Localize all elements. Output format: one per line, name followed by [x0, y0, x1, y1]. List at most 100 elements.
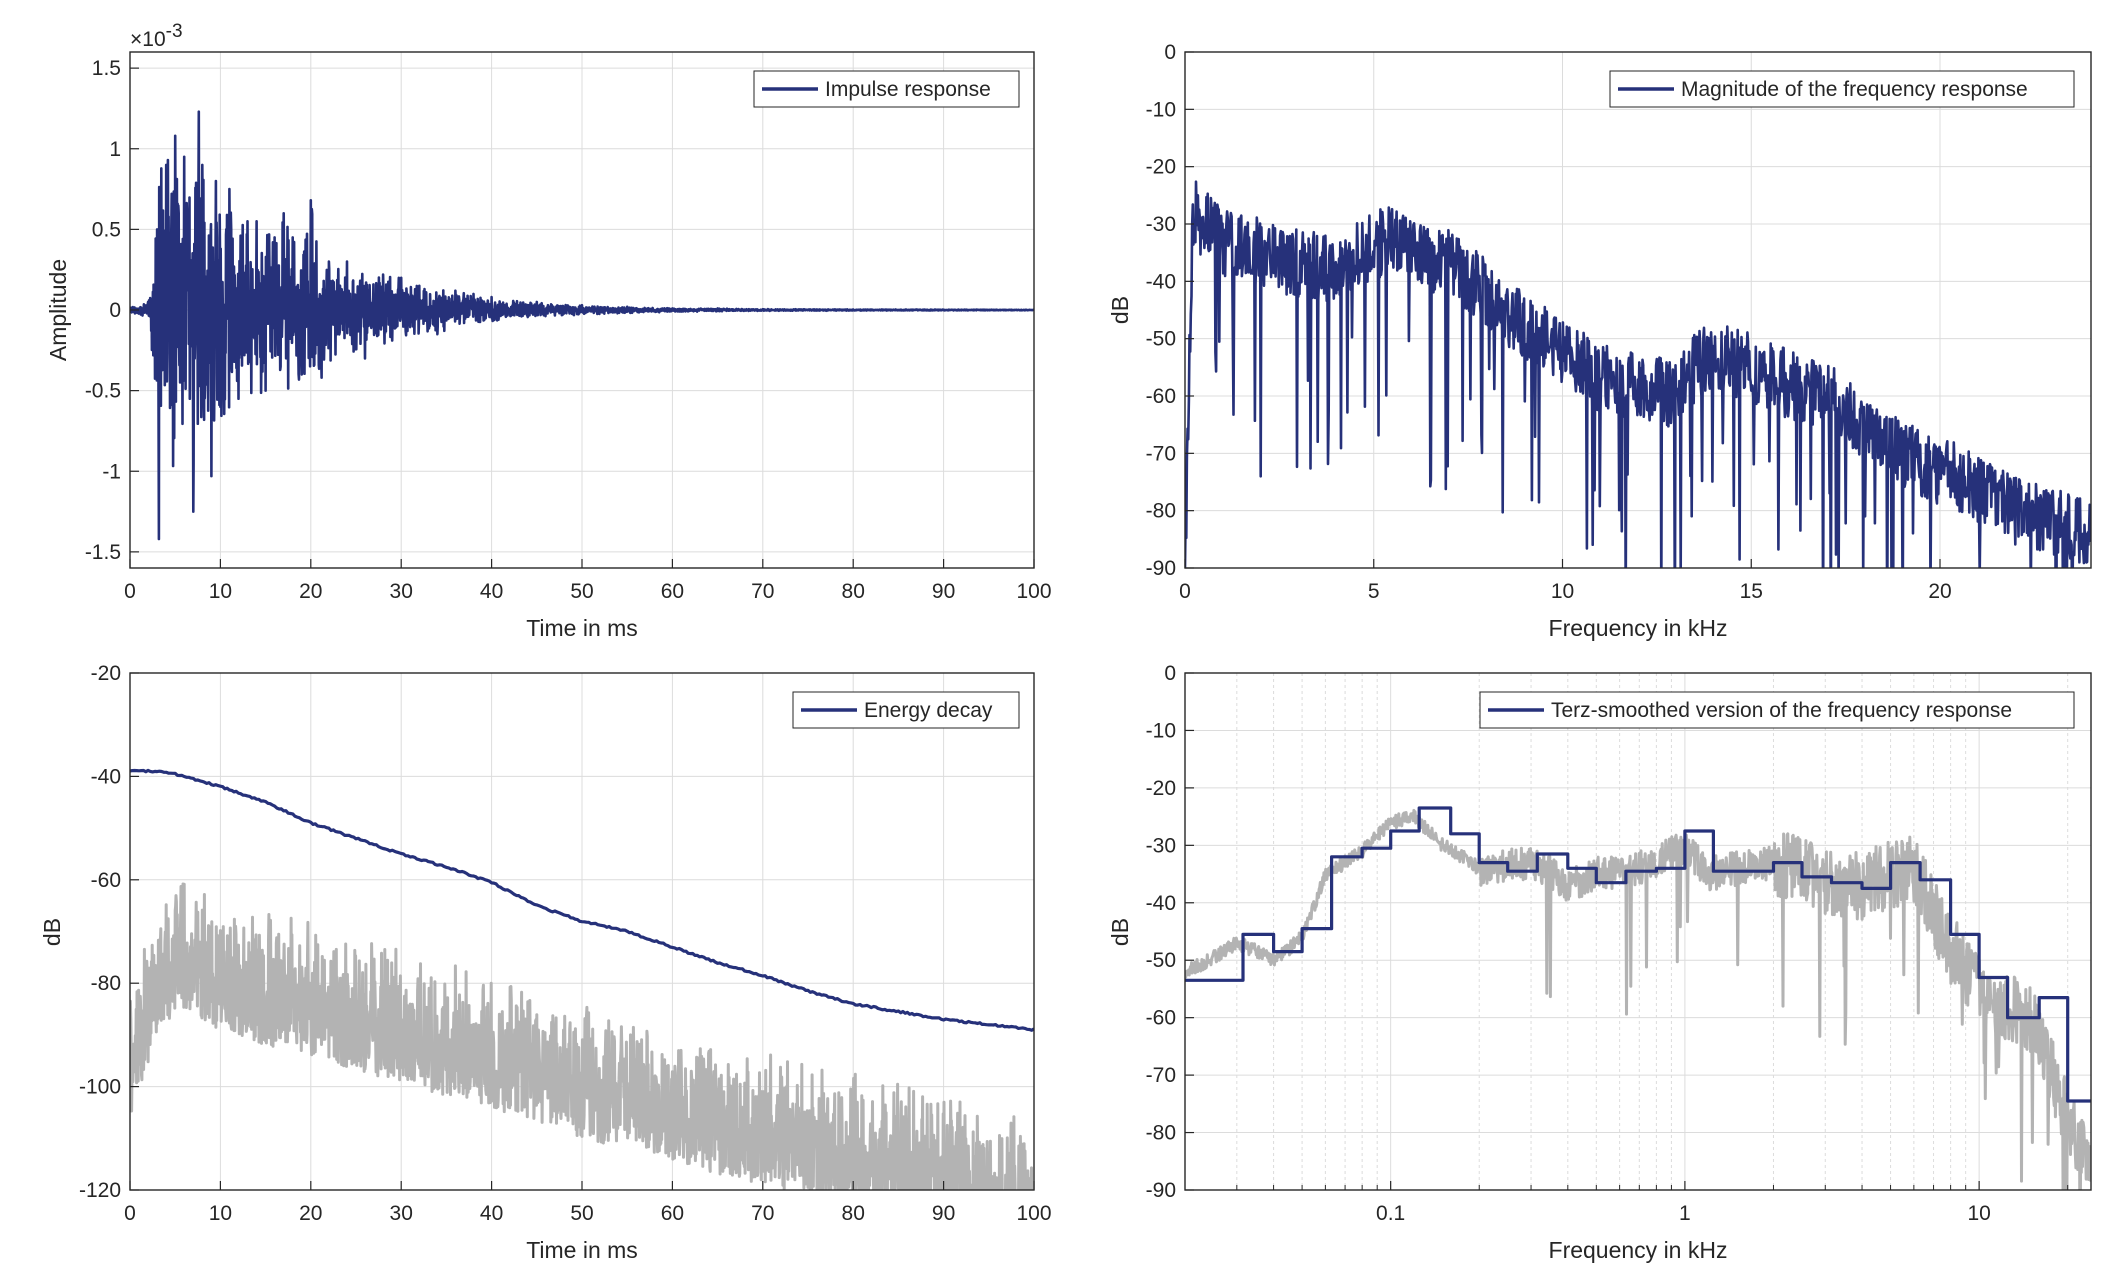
energy-x-tick-label: 90 [932, 1202, 955, 1225]
impulse-y-tick-label: -1 [102, 460, 121, 483]
energy-chart: 0 10 20 30 40 50 60 70 80 90 100 -20-40-60-80-100-… [39, 662, 1052, 1263]
magnitude-y-tick-label: -90 [1146, 557, 1176, 580]
terz-x-tick-label: 1 [1679, 1202, 1691, 1225]
terz-y-tick-label: -20 [1146, 777, 1176, 800]
energy-y-label: dB [39, 918, 65, 946]
magnitude-y-tick-label: -80 [1146, 500, 1176, 523]
terz-y-tick-label: -50 [1146, 949, 1176, 972]
magnitude-y-tick-label: -30 [1146, 213, 1176, 236]
terz-y-tick-label: -10 [1146, 719, 1176, 742]
impulse-y-ticks: -1.5 -1 -0.5 0 0.5 1 1.5 [85, 57, 139, 564]
energy-y-tick-label: -100 [79, 1076, 121, 1099]
impulse-x-tick-label: 80 [842, 580, 865, 603]
magnitude-x-tick-label: 5 [1368, 580, 1380, 603]
terz-y-ticks: 0 -10 -20 -30 -40 -50 -60 -70 -80 -90 [1146, 662, 1194, 1202]
magnitude-y-tick-label: 0 [1164, 41, 1176, 64]
energy-series-background [130, 882, 1034, 1190]
energy-x-tick-label: 20 [299, 1202, 322, 1225]
impulse-legend: Impulse response [753, 70, 1020, 108]
magnitude-series-main [1185, 180, 2091, 568]
magnitude-x-tick-label: 15 [1740, 580, 1763, 603]
terz-y-tick-label: -90 [1146, 1179, 1176, 1202]
impulse-x-tick-label: 70 [751, 580, 774, 603]
impulse-y-tick-label: -1.5 [85, 541, 121, 564]
energy-x-tick-label: 10 [209, 1202, 232, 1225]
terz-x-label: Frequency in kHz [1549, 1237, 1728, 1263]
impulse-y-tick-label: 0 [109, 299, 121, 322]
impulse-x-tick-label: 60 [661, 580, 684, 603]
magnitude-x-tick-label: 0 [1179, 580, 1191, 603]
impulse-y-tick-label: 0.5 [92, 218, 121, 241]
impulse-x-label: Time in ms [526, 615, 638, 641]
terz-x-tick-label: 0.1 [1376, 1202, 1405, 1225]
magnitude-y-tick-label: -70 [1146, 442, 1176, 465]
energy-y-tick-label: -60 [91, 869, 121, 892]
terz-legend-label: Terz-smoothed version of the frequency r… [1551, 699, 2012, 722]
terz-chart: 0.1 1 10 0 -10 -20 -30 -40 -50 -60 -70 -80 -90 Freq… [1107, 662, 2092, 1263]
terz-x-tick-label: 10 [1967, 1202, 1990, 1225]
magnitude-plot-frame [1184, 51, 2092, 569]
impulse-x-tick-label: 50 [570, 580, 593, 603]
energy-y-tick-label: -80 [91, 972, 121, 995]
impulse-y-exponent: ×10-3 [130, 21, 183, 51]
impulse-x-tick-label: 20 [299, 580, 322, 603]
energy-legend-label: Energy decay [864, 699, 993, 722]
terz-plot-frame [1184, 672, 2092, 1191]
magnitude-lines [1185, 180, 2091, 568]
energy-x-label: Time in ms [526, 1237, 638, 1263]
impulse-series-main [130, 110, 1034, 541]
energy-y-tick-label: -120 [79, 1179, 121, 1202]
energy-x-tick-label: 30 [390, 1202, 413, 1225]
energy-x-tick-label: 70 [751, 1202, 774, 1225]
terz-x-ticks: 0.1 1 10 [1236, 1181, 2069, 1225]
energy-x-tick-label: 100 [1016, 1202, 1051, 1225]
magnitude-legend-label: Magnitude of the frequency response [1681, 78, 2028, 101]
terz-y-tick-label: -30 [1146, 834, 1176, 857]
terz-series-background [1185, 808, 2091, 1190]
energy-y-tick-label: -40 [91, 765, 121, 788]
energy-x-tick-label: 80 [842, 1202, 865, 1225]
magnitude-legend: Magnitude of the frequency response [1609, 70, 2075, 108]
energy-series-main [130, 768, 1034, 1032]
magnitude-x-ticks: 0 5 10 15 20 [1179, 559, 1952, 603]
magnitude-y-label: dB [1107, 296, 1133, 324]
magnitude-y-tick-label: -60 [1146, 385, 1176, 408]
terz-lines [1185, 806, 2091, 1190]
magnitude-y-tick-label: -20 [1146, 156, 1176, 179]
energy-y-ticks: -20 -40 -60 -80 -100 -120 [79, 662, 139, 1202]
magnitude-y-tick-label: -10 [1146, 98, 1176, 121]
magnitude-y-tick-label: -50 [1146, 328, 1176, 351]
magnitude-x-tick-label: 20 [1928, 580, 1951, 603]
impulse-y-tick-label: 1.5 [92, 57, 121, 80]
energy-x-tick-label: 60 [661, 1202, 684, 1225]
impulse-x-tick-label: 0 [124, 580, 136, 603]
impulse-lines [130, 110, 1034, 541]
energy-legend: Energy decay [792, 691, 1020, 729]
energy-x-tick-label: 40 [480, 1202, 503, 1225]
magnitude-x-tick-label: 10 [1551, 580, 1574, 603]
energy-x-ticks: 0 10 20 30 40 50 60 70 80 90 100 [124, 1181, 1052, 1225]
energy-y-tick-label: -20 [91, 662, 121, 685]
magnitude-chart: 0 5 10 15 20 0 -10 -20 -30 -40 -50 -60 -70 -80 -90 Fr… [1107, 41, 2092, 641]
terz-series-main [1185, 806, 2091, 1103]
terz-y-tick-label: -80 [1146, 1122, 1176, 1145]
impulse-x-tick-label: 40 [480, 580, 503, 603]
energy-lines [130, 768, 1034, 1190]
terz-y-tick-label: -40 [1146, 892, 1176, 915]
magnitude-legend-box [1609, 70, 2075, 108]
magnitude-x-label: Frequency in kHz [1549, 615, 1728, 641]
energy-x-tick-label: 0 [124, 1202, 136, 1225]
impulse-x-tick-label: 100 [1016, 580, 1051, 603]
terz-legend-box [1479, 691, 2075, 729]
impulse-x-tick-label: 90 [932, 580, 955, 603]
terz-y-tick-label: -60 [1146, 1007, 1176, 1030]
magnitude-y-ticks: 0 -10 -20 -30 -40 -50 -60 -70 -80 -90 [1146, 41, 1194, 580]
impulse-x-tick-label: 30 [390, 580, 413, 603]
terz-y-label: dB [1107, 918, 1133, 946]
impulse-x-tick-label: 10 [209, 580, 232, 603]
impulse-y-label: Amplitude [45, 259, 71, 361]
energy-x-tick-label: 50 [570, 1202, 593, 1225]
impulse-x-ticks: 0 10 20 30 40 50 60 70 80 90 100 [124, 559, 1052, 603]
impulse-y-tick-label: -0.5 [85, 380, 121, 403]
